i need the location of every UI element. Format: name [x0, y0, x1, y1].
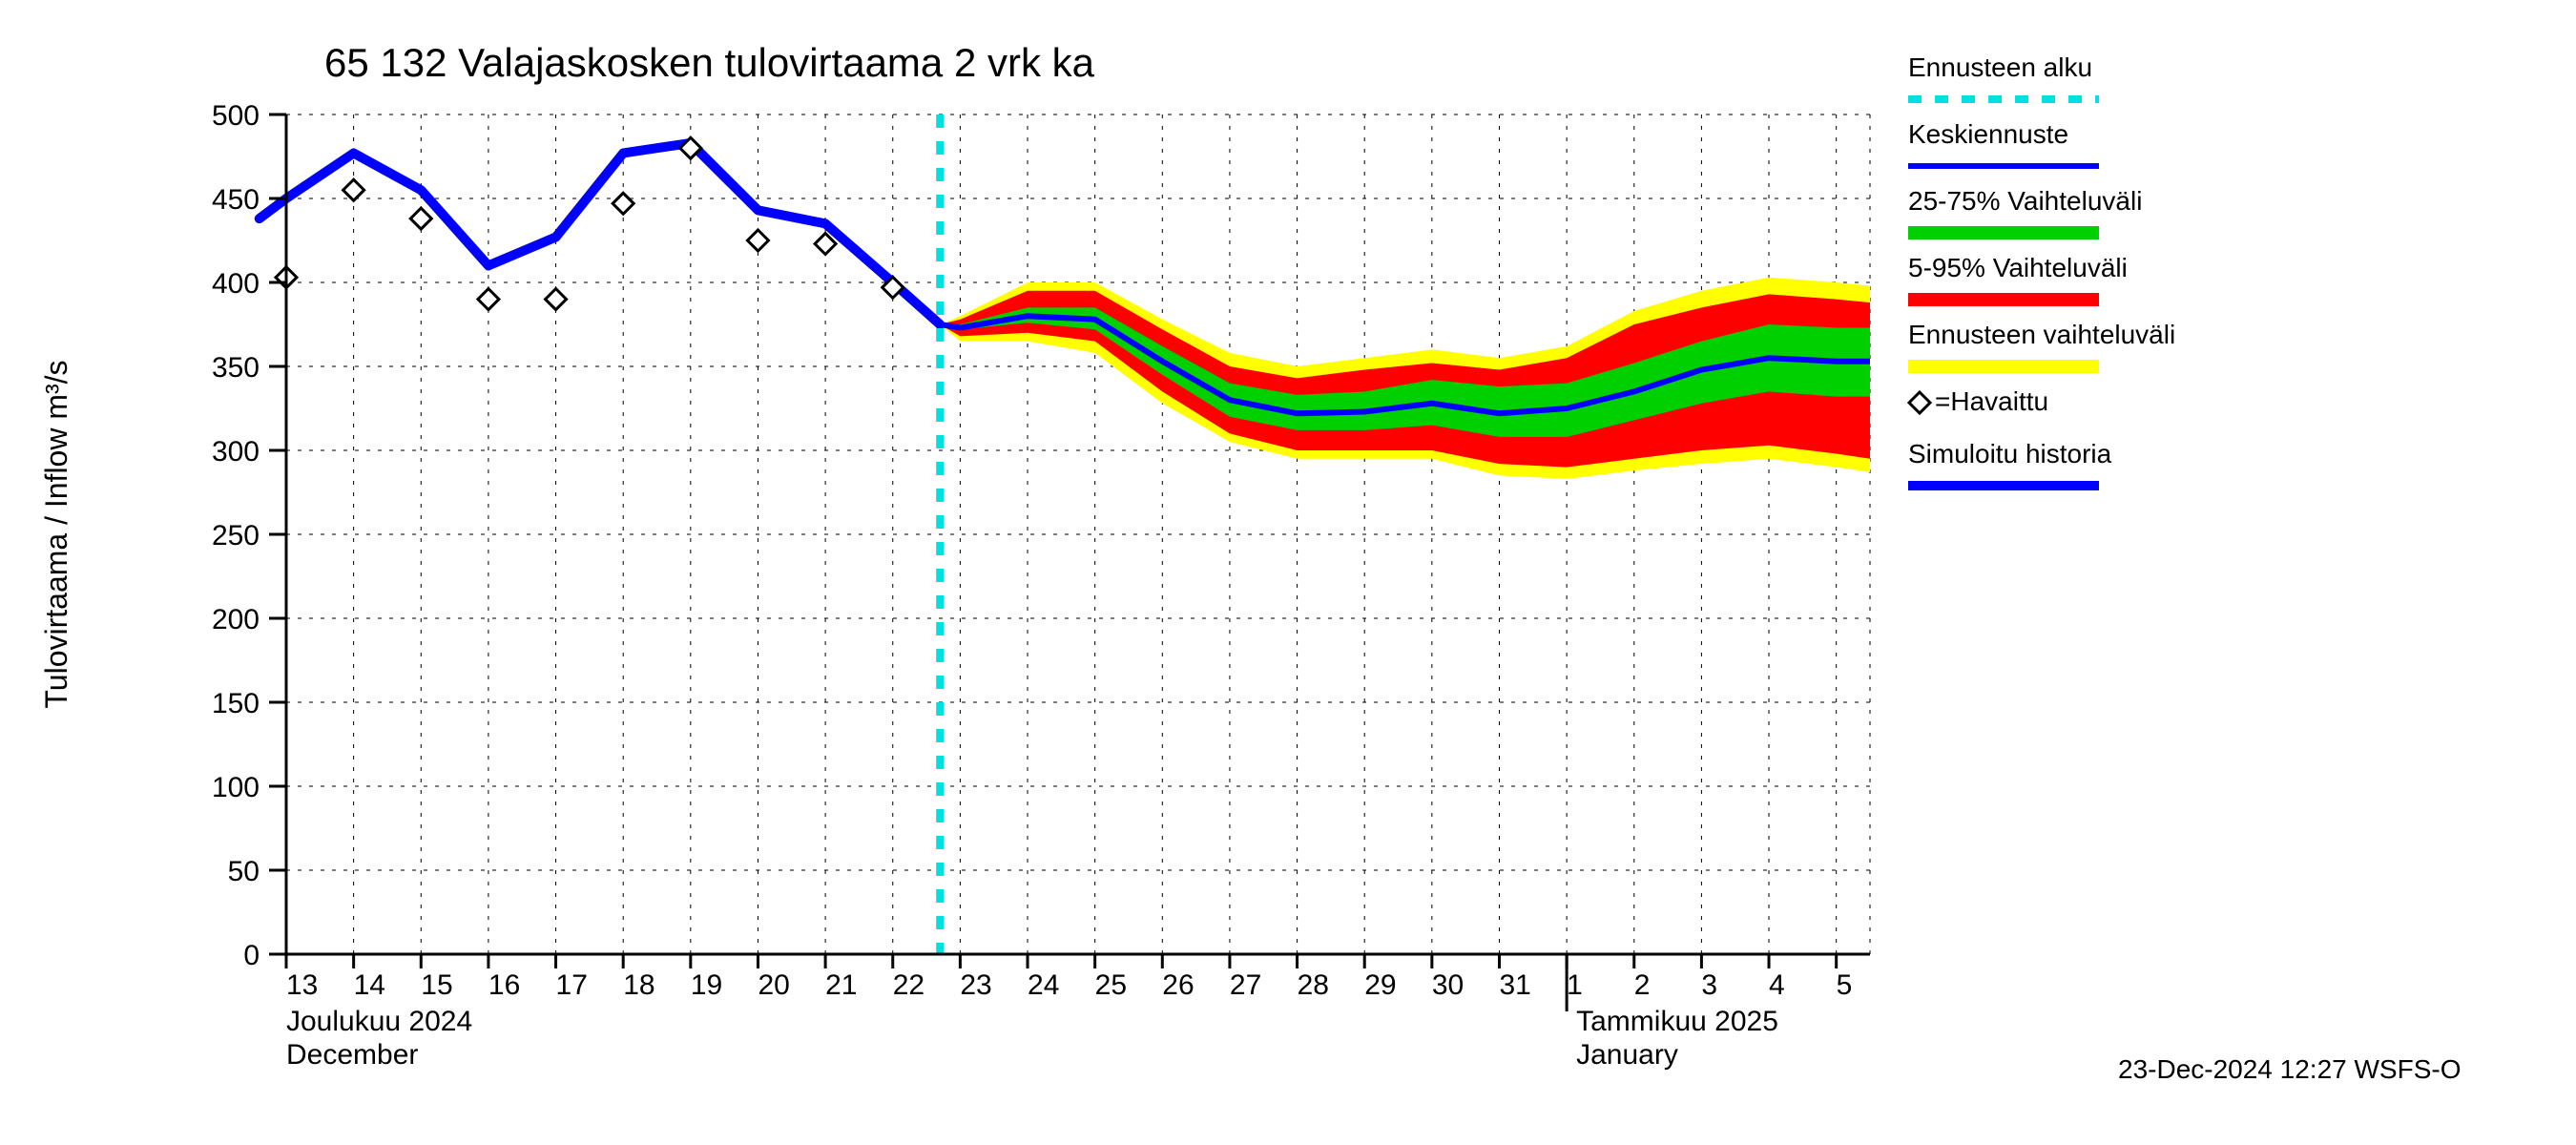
footer-timestamp: 23-Dec-2024 12:27 WSFS-O [2118, 1054, 2462, 1084]
x-tick-label: 25 [1095, 969, 1127, 1001]
x-tick-label: 2 [1634, 969, 1651, 1001]
month-label-jan-fi: Tammikuu 2025 [1576, 1006, 1778, 1037]
legend-label-25-75: 25-75% Vaihteluväli [1908, 186, 2142, 216]
x-tick-label: 28 [1298, 969, 1329, 1001]
legend-label-full-range: Ennusteen vaihteluväli [1908, 320, 2175, 349]
legend-label-mean-forecast: Keskiennuste [1908, 119, 2068, 149]
x-tick-label: 22 [893, 969, 924, 1001]
y-tick-label: 250 [212, 520, 260, 552]
x-tick-label: 27 [1230, 969, 1261, 1001]
y-tick-label: 400 [212, 268, 260, 300]
y-tick-label: 500 [212, 100, 260, 132]
x-tick-label: 17 [556, 969, 588, 1001]
x-tick-label: 16 [488, 969, 520, 1001]
x-tick-label: 20 [758, 969, 789, 1001]
x-tick-label: 14 [354, 969, 385, 1001]
month-label-dec-en: December [286, 1039, 418, 1071]
x-tick-label: 3 [1701, 969, 1717, 1001]
x-tick-label: 4 [1769, 969, 1785, 1001]
x-tick-label: 19 [691, 969, 722, 1001]
x-tick-label: 31 [1499, 969, 1530, 1001]
x-tick-label: 29 [1364, 969, 1396, 1001]
chart-svg: 0501001502002503003504004505001314151617… [0, 0, 2576, 1145]
y-tick-label: 150 [212, 688, 260, 719]
legend-label-sim-history: Simuloitu historia [1908, 439, 2112, 468]
legend-label-observed: =Havaittu [1935, 386, 2048, 416]
x-tick-label: 15 [421, 969, 452, 1001]
y-tick-label: 50 [228, 856, 260, 887]
chart-title: 65 132 Valajaskosken tulovirtaama 2 vrk … [324, 40, 1095, 85]
y-tick-label: 0 [243, 940, 260, 971]
x-tick-label: 5 [1837, 969, 1853, 1001]
y-tick-label: 300 [212, 436, 260, 468]
x-tick-label: 18 [623, 969, 654, 1001]
x-tick-label: 23 [960, 969, 991, 1001]
x-tick-label: 26 [1162, 969, 1194, 1001]
month-label-dec-fi: Joulukuu 2024 [286, 1006, 472, 1037]
x-tick-label: 1 [1567, 969, 1583, 1001]
x-tick-label: 21 [825, 969, 857, 1001]
x-tick-label: 24 [1028, 969, 1059, 1001]
month-label-jan-en: January [1576, 1039, 1678, 1071]
x-tick-label: 30 [1432, 969, 1464, 1001]
y-tick-label: 100 [212, 772, 260, 803]
x-tick-label: 13 [286, 969, 318, 1001]
y-tick-label: 350 [212, 352, 260, 384]
legend-swatch-full-range [1908, 360, 2099, 373]
y-tick-label: 450 [212, 184, 260, 216]
y-tick-label: 200 [212, 604, 260, 635]
chart-container: 0501001502002503003504004505001314151617… [0, 0, 2576, 1145]
legend-label-5-95: 5-95% Vaihteluväli [1908, 253, 2128, 282]
legend-swatch-5-95 [1908, 293, 2099, 306]
legend-swatch-25-75 [1908, 226, 2099, 239]
legend-label-forecast-start: Ennusteen alku [1908, 52, 2092, 82]
y-axis-label: Tulovirtaama / Inflow m³/s [39, 360, 73, 708]
